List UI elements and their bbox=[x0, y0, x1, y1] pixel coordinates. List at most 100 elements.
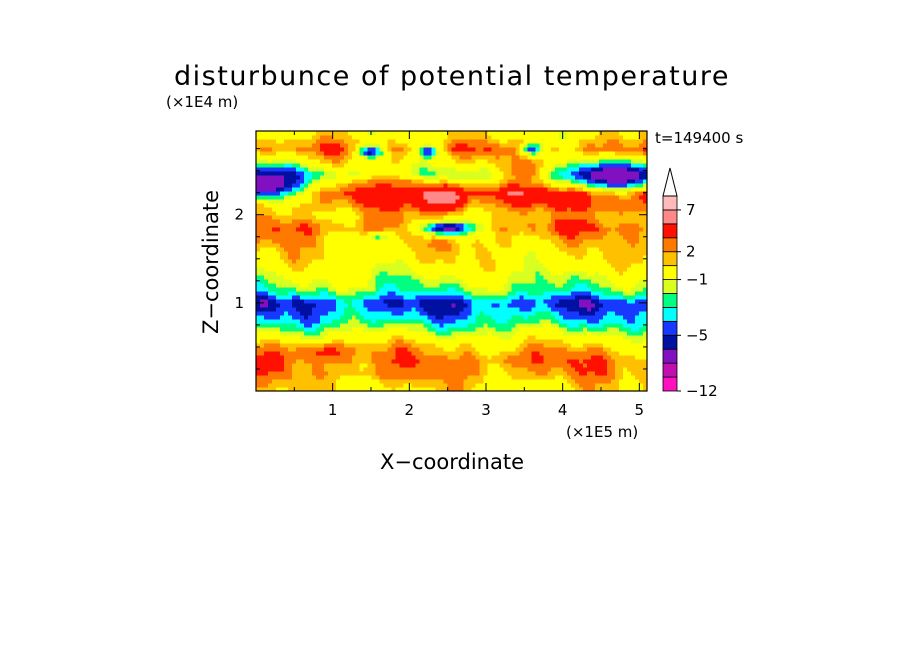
field-cell bbox=[375, 335, 381, 340]
field-cell bbox=[491, 355, 496, 360]
field-cell bbox=[403, 375, 409, 380]
field-cell bbox=[523, 319, 528, 324]
field-cell bbox=[335, 359, 341, 364]
field-cell bbox=[387, 259, 393, 264]
field-cell bbox=[319, 191, 325, 196]
field-cell bbox=[347, 291, 353, 296]
field-cell bbox=[527, 271, 532, 276]
field-cell bbox=[639, 371, 644, 376]
field-cell bbox=[471, 311, 477, 316]
field-cell bbox=[363, 219, 369, 224]
field-cell bbox=[391, 251, 397, 256]
field-cell bbox=[587, 383, 592, 388]
field-cell bbox=[547, 307, 552, 312]
field-cell bbox=[471, 355, 477, 360]
field-cell bbox=[299, 379, 305, 384]
field-cell bbox=[479, 299, 485, 304]
field-cell bbox=[603, 235, 608, 240]
field-cell bbox=[531, 195, 536, 200]
field-cell bbox=[503, 383, 508, 388]
field-cell bbox=[627, 235, 632, 240]
field-cell bbox=[627, 279, 632, 284]
field-cell bbox=[415, 295, 421, 300]
field-cell bbox=[495, 271, 500, 276]
field-cell bbox=[551, 307, 556, 312]
field-cell bbox=[483, 335, 489, 340]
field-cell bbox=[607, 263, 612, 268]
field-cell bbox=[507, 383, 512, 388]
field-cell bbox=[483, 247, 489, 252]
field-cell bbox=[483, 271, 489, 276]
field-cell bbox=[323, 191, 329, 196]
field-cell bbox=[607, 307, 612, 312]
field-cell bbox=[303, 339, 309, 344]
field-cell bbox=[259, 243, 265, 248]
field-cell bbox=[383, 343, 389, 348]
field-cell bbox=[447, 331, 453, 336]
field-cell bbox=[391, 283, 397, 288]
field-cell bbox=[599, 363, 604, 368]
field-cell bbox=[567, 379, 572, 384]
field-cell bbox=[643, 251, 648, 256]
field-cell bbox=[531, 215, 536, 220]
field-cell bbox=[311, 331, 317, 336]
field-cell bbox=[347, 375, 353, 380]
field-cell bbox=[483, 363, 489, 368]
field-cell bbox=[643, 307, 648, 312]
field-cell bbox=[499, 299, 504, 304]
field-cell bbox=[363, 359, 369, 364]
field-cell bbox=[547, 315, 552, 320]
field-cell bbox=[259, 343, 265, 348]
field-cell bbox=[391, 259, 397, 264]
field-cell bbox=[519, 247, 524, 252]
field-cell bbox=[287, 367, 293, 372]
field-cell bbox=[363, 275, 369, 280]
field-cell bbox=[623, 303, 628, 308]
field-cell bbox=[335, 287, 341, 292]
field-cell bbox=[619, 275, 624, 280]
field-cell bbox=[419, 203, 425, 208]
field-cell bbox=[375, 383, 381, 388]
field-cell bbox=[351, 239, 357, 244]
field-cell bbox=[579, 199, 584, 204]
field-cell bbox=[267, 311, 273, 316]
field-cell bbox=[391, 191, 397, 196]
field-cell bbox=[599, 231, 604, 236]
field-cell bbox=[279, 255, 285, 260]
field-cell bbox=[495, 195, 500, 200]
field-cell bbox=[467, 263, 473, 268]
field-cell bbox=[411, 187, 417, 192]
field-cell bbox=[447, 287, 453, 292]
field-cell bbox=[619, 327, 624, 332]
field-cell bbox=[539, 227, 544, 232]
field-cell bbox=[611, 335, 616, 340]
field-cell bbox=[335, 191, 341, 196]
field-cell bbox=[627, 379, 632, 384]
field-cell bbox=[419, 327, 425, 332]
field-cell bbox=[291, 271, 297, 276]
field-cell bbox=[407, 335, 413, 340]
field-cell bbox=[415, 283, 421, 288]
field-cell bbox=[367, 347, 373, 352]
field-cell bbox=[535, 271, 540, 276]
field-cell bbox=[367, 291, 373, 296]
field-cell bbox=[383, 359, 389, 364]
field-cell bbox=[599, 327, 604, 332]
field-cell bbox=[475, 379, 481, 384]
field-cell bbox=[443, 303, 449, 308]
field-cell bbox=[551, 223, 556, 228]
field-cell bbox=[367, 327, 373, 332]
field-cell bbox=[411, 375, 417, 380]
field-cell bbox=[547, 383, 552, 388]
field-cell bbox=[259, 203, 265, 208]
field-cell bbox=[303, 203, 309, 208]
field-cell bbox=[339, 271, 345, 276]
field-cell bbox=[355, 195, 361, 200]
field-cell bbox=[419, 383, 425, 388]
field-cell bbox=[507, 279, 512, 284]
field-cell bbox=[451, 283, 457, 288]
field-cell bbox=[343, 231, 349, 236]
field-cell bbox=[483, 303, 489, 308]
field-cell bbox=[495, 263, 500, 268]
field-cell bbox=[256, 207, 261, 212]
